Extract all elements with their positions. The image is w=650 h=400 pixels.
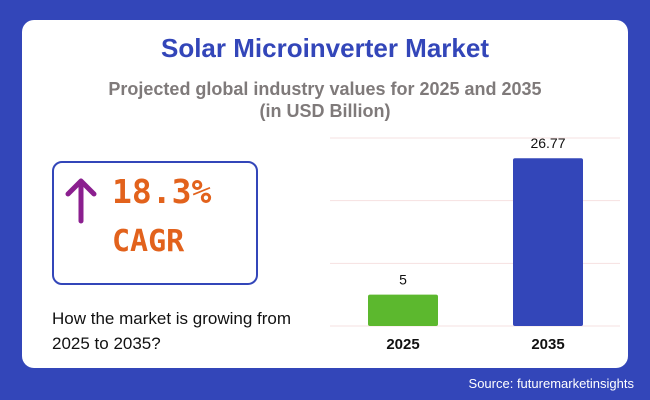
cagr-label: CAGR bbox=[112, 224, 185, 259]
chart-title: Solar Microinverter Market bbox=[160, 33, 489, 63]
data-label: 26.77 bbox=[530, 135, 565, 151]
chart-subtitle: Projected global industry values for 202… bbox=[0, 78, 650, 122]
subtitle-line-1: Projected global industry values for 202… bbox=[108, 79, 542, 99]
cagr-box bbox=[52, 161, 258, 285]
data-label: 5 bbox=[399, 272, 407, 288]
bar-2025 bbox=[368, 294, 438, 326]
cagr-value: 18.3% bbox=[112, 172, 212, 211]
subtitle-line-2: (in USD Billion) bbox=[259, 101, 391, 121]
bar-2035 bbox=[513, 158, 583, 326]
question-text: How the market is growing from 2025 to 2… bbox=[52, 309, 292, 353]
arrow-up-icon bbox=[65, 178, 97, 224]
source-text: Source: futuremarketinsights bbox=[468, 376, 634, 391]
x-tick-label: 2025 bbox=[386, 336, 419, 353]
x-tick-label: 2035 bbox=[531, 336, 564, 353]
